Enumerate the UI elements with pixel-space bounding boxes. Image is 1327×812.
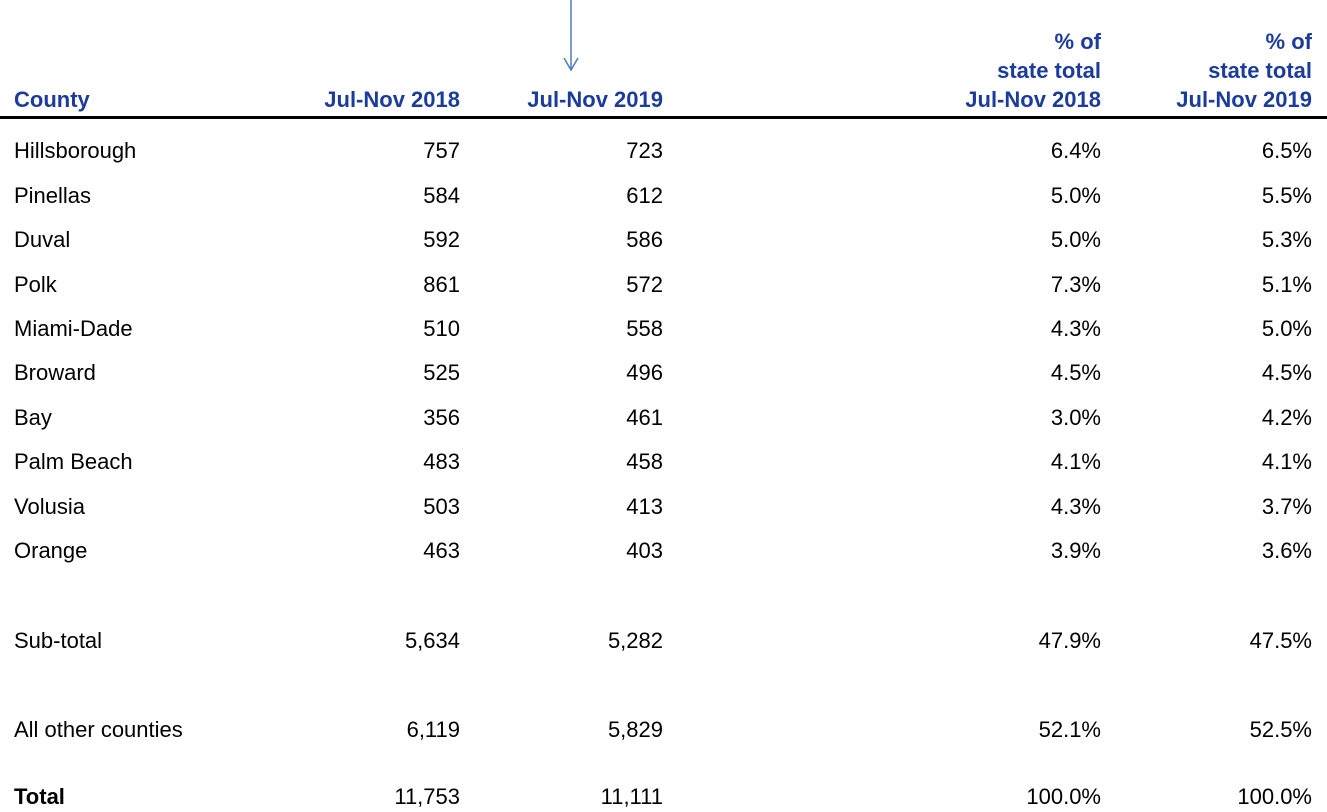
cell-value: 5.0% — [1050, 183, 1101, 208]
cell-value: 463 — [423, 538, 460, 563]
cell-value: 5,282 — [607, 628, 663, 653]
cell-value: 5.3% — [1261, 227, 1312, 252]
cell-value: 4.1% — [1050, 449, 1101, 474]
row-label: Sub-total — [14, 628, 103, 653]
row-label: Pinellas — [14, 183, 92, 208]
cell-value: 496 — [626, 360, 663, 385]
cell-value: 4.5% — [1050, 360, 1101, 385]
cell-value: 5,634 — [404, 628, 460, 653]
cell-value: 4.3% — [1050, 316, 1101, 341]
column-header: Jul-Nov 2018 — [324, 87, 460, 112]
cell-value: 723 — [626, 138, 663, 163]
row-label: Palm Beach — [14, 449, 133, 474]
cell-value: 100.0% — [1237, 784, 1312, 809]
row-label: Bay — [14, 405, 52, 430]
cell-value: 403 — [626, 538, 663, 563]
cell-value: 3.0% — [1050, 405, 1101, 430]
cell-value: 6.5% — [1261, 138, 1312, 163]
cell-value: 3.7% — [1261, 494, 1312, 519]
cell-value: 5.1% — [1261, 272, 1312, 297]
cell-value: 4.5% — [1261, 360, 1312, 385]
cell-value: 3.6% — [1261, 538, 1312, 563]
column-header: state total — [1208, 58, 1312, 83]
cell-value: 11,111 — [600, 784, 663, 809]
header-rule — [0, 116, 1327, 119]
column-header: Jul-Nov 2018 — [965, 87, 1101, 112]
cell-value: 100.0% — [1026, 784, 1101, 809]
cell-value: 558 — [626, 316, 663, 341]
cell-value: 584 — [423, 183, 460, 208]
row-label: Orange — [14, 538, 88, 563]
cell-value: 52.5% — [1249, 717, 1312, 742]
row-label: Broward — [14, 360, 96, 385]
cell-value: 458 — [626, 449, 663, 474]
cell-value: 461 — [626, 405, 663, 430]
row-label: All other counties — [14, 717, 183, 742]
cell-value: 592 — [423, 227, 460, 252]
cell-value: 3.9% — [1050, 538, 1101, 563]
cell-value: 47.5% — [1249, 628, 1312, 653]
cell-value: 6,119 — [406, 717, 460, 742]
cell-value: 52.1% — [1038, 717, 1101, 742]
column-header: % of — [1265, 29, 1312, 54]
cell-value: 6.4% — [1050, 138, 1101, 163]
cell-value: 5,829 — [607, 717, 663, 742]
cell-value: 356 — [423, 405, 460, 430]
cell-value: 5.0% — [1050, 227, 1101, 252]
cell-value: 4.2% — [1261, 405, 1312, 430]
row-label: Volusia — [14, 494, 85, 519]
cell-value: 525 — [423, 360, 460, 385]
cell-value: 861 — [423, 272, 460, 297]
column-header: Jul-Nov 2019 — [527, 87, 663, 112]
cell-value: 572 — [626, 272, 663, 297]
arrow-head — [563, 57, 579, 72]
cell-value: 11,753 — [394, 784, 460, 809]
cell-value: 586 — [626, 227, 663, 252]
row-label: Miami-Dade — [14, 316, 133, 341]
cell-value: 483 — [423, 449, 460, 474]
cell-value: 757 — [423, 138, 460, 163]
cell-value: 4.1% — [1261, 449, 1312, 474]
cell-value: 5.0% — [1261, 316, 1312, 341]
cell-value: 5.5% — [1261, 183, 1312, 208]
row-label: Polk — [14, 272, 57, 297]
cell-value: 47.9% — [1038, 628, 1101, 653]
cell-value: 503 — [423, 494, 460, 519]
row-label: Duval — [14, 227, 71, 252]
row-label: Hillsborough — [14, 138, 137, 163]
cell-value: 612 — [626, 183, 663, 208]
column-header: state total — [997, 58, 1101, 83]
cell-value: 510 — [423, 316, 460, 341]
column-header: County — [14, 87, 90, 112]
column-header: % of — [1054, 29, 1101, 54]
cell-value: 413 — [626, 494, 663, 519]
cell-value: 4.3% — [1050, 494, 1101, 519]
column-header: Jul-Nov 2019 — [1176, 87, 1312, 112]
cell-value: 7.3% — [1050, 272, 1101, 297]
row-label: Total — [14, 784, 65, 809]
